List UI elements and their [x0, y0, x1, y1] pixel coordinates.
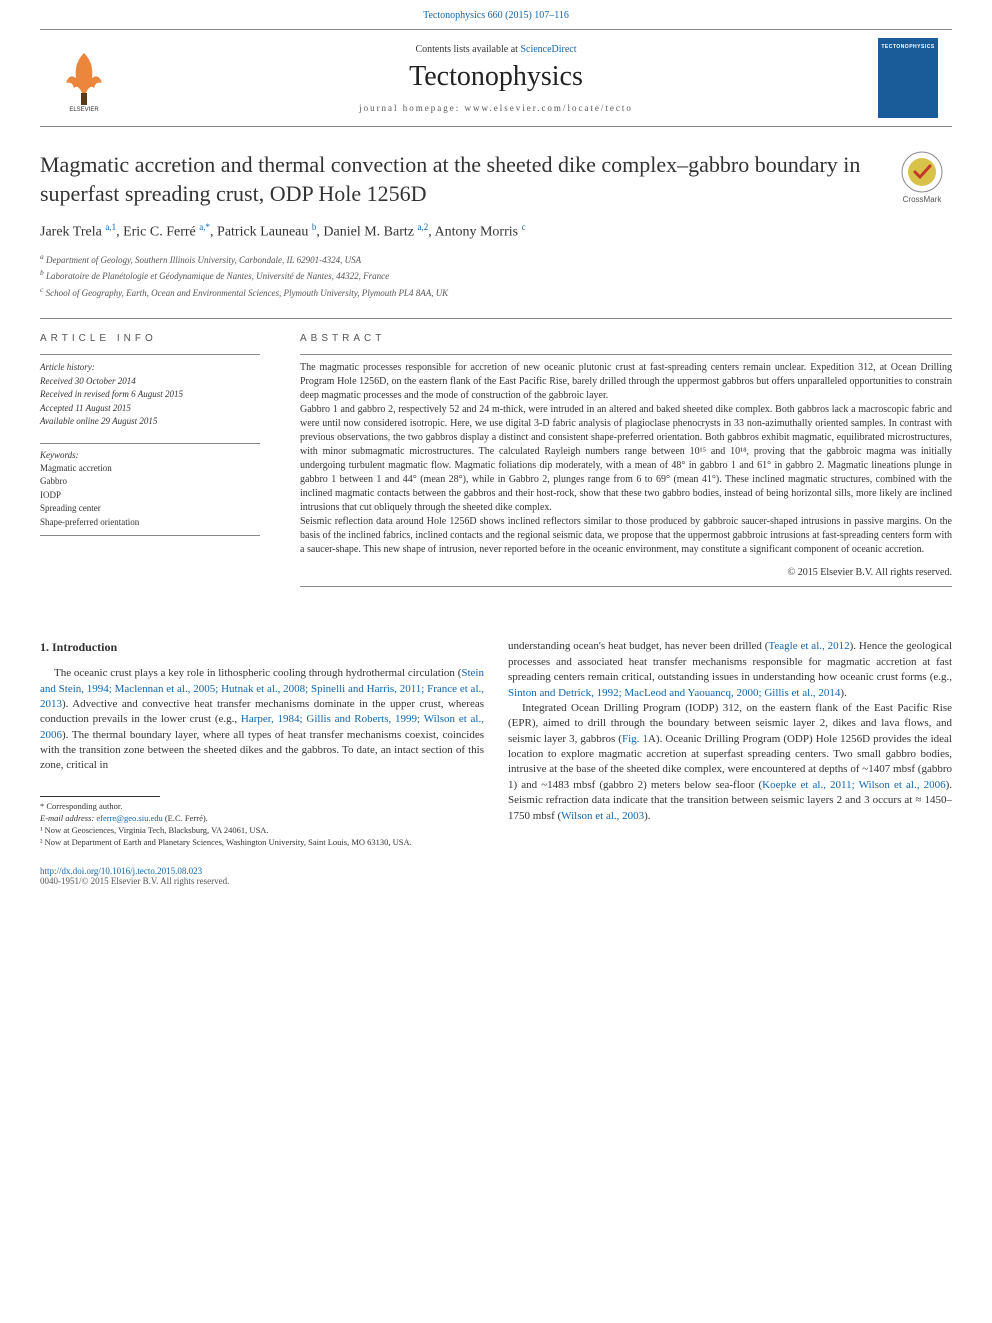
- article-title: Magmatic accretion and thermal convectio…: [40, 151, 892, 208]
- abstract-text: The magmatic processes responsible for a…: [300, 354, 952, 557]
- history-head: Article history:: [40, 361, 260, 375]
- citation-link[interactable]: Sinton and Detrick, 1992; MacLeod and Ya…: [508, 687, 840, 699]
- svg-text:ELSEVIER: ELSEVIER: [69, 107, 99, 113]
- keyword: IODP: [40, 489, 260, 503]
- keyword: Spreading center: [40, 502, 260, 516]
- keywords-head: Keywords:: [40, 450, 260, 460]
- abstract-para: Seismic reflection data around Hole 1256…: [300, 515, 952, 557]
- affiliations: a Department of Geology, Southern Illino…: [40, 251, 952, 301]
- journal-name: Tectonophysics: [114, 61, 878, 93]
- body-col-left: 1. Introduction The oceanic crust plays …: [40, 639, 484, 848]
- crossmark-icon: [901, 151, 943, 193]
- citation-link[interactable]: Wilson et al., 2003: [561, 810, 644, 822]
- article-history: Article history: Received 30 October 201…: [40, 354, 260, 429]
- figure-link[interactable]: Fig. 1: [622, 733, 648, 745]
- footer-left: http://dx.doi.org/10.1016/j.tecto.2015.0…: [40, 866, 229, 886]
- keyword: Magmatic accretion: [40, 462, 260, 476]
- abstract-para: The magmatic processes responsible for a…: [300, 361, 952, 403]
- footnote-corr: * Corresponding author.: [40, 801, 480, 813]
- email-label: E-mail address:: [40, 813, 96, 823]
- history-line: Accepted 11 August 2015: [40, 402, 260, 416]
- affiliation-line: b Laboratoire de Planétologie et Géodyna…: [40, 267, 952, 284]
- email-link[interactable]: eferre@geo.siu.edu: [96, 813, 162, 823]
- journal-header: ELSEVIER Contents lists available at Sci…: [40, 29, 952, 127]
- keywords-list: Magmatic accretionGabbroIODPSpreading ce…: [40, 462, 260, 530]
- contents-prefix: Contents lists available at: [415, 44, 520, 55]
- body-text: ).: [840, 687, 846, 699]
- body-text: understanding ocean's heat budget, has n…: [508, 640, 768, 652]
- body-columns: 1. Introduction The oceanic crust plays …: [0, 613, 992, 848]
- keyword: Gabbro: [40, 475, 260, 489]
- keywords-block: Keywords: Magmatic accretionGabbroIODPSp…: [40, 443, 260, 537]
- body-para: understanding ocean's heat budget, has n…: [508, 639, 952, 701]
- abstract-para: Gabbro 1 and gabbro 2, respectively 52 a…: [300, 403, 952, 515]
- journal-header-center: Contents lists available at ScienceDirec…: [114, 44, 878, 113]
- section-head-intro: 1. Introduction: [40, 639, 484, 656]
- history-line: Available online 29 August 2015: [40, 415, 260, 429]
- authors: Jarek Trela a,1, Eric C. Ferré a,*, Patr…: [40, 222, 952, 241]
- article-info-head: ARTICLE INFO: [40, 333, 260, 344]
- article-frontmatter: Magmatic accretion and thermal convectio…: [0, 127, 992, 613]
- issn-copyright: 0040-1951/© 2015 Elsevier B.V. All right…: [40, 876, 229, 886]
- footnotes: * Corresponding author. E-mail address: …: [40, 801, 480, 849]
- crossmark-badge[interactable]: CrossMark: [892, 151, 952, 204]
- body-para: The oceanic crust plays a key role in li…: [40, 666, 484, 774]
- journal-cover-label: TECTONOPHYSICS: [881, 44, 934, 50]
- body-para: Integrated Ocean Drilling Program (IODP)…: [508, 701, 952, 824]
- article-info-column: ARTICLE INFO Article history: Received 3…: [40, 319, 280, 601]
- issue-citation: Tectonophysics 660 (2015) 107–116: [0, 0, 992, 29]
- footnote-1: ¹ Now at Geosciences, Virginia Tech, Bla…: [40, 825, 480, 837]
- body-text: The oceanic crust plays a key role in li…: [54, 667, 461, 679]
- affiliation-line: c School of Geography, Earth, Ocean and …: [40, 284, 952, 301]
- history-line: Received 30 October 2014: [40, 375, 260, 389]
- body-text: ).: [644, 810, 650, 822]
- footnote-rule: [40, 796, 160, 797]
- elsevier-logo: ELSEVIER: [54, 43, 114, 113]
- doi-link[interactable]: http://dx.doi.org/10.1016/j.tecto.2015.0…: [40, 866, 229, 876]
- abstract-column: ABSTRACT The magmatic processes responsi…: [280, 319, 952, 601]
- body-col-right: understanding ocean's heat budget, has n…: [508, 639, 952, 848]
- citation-link[interactable]: Teagle et al., 2012: [768, 640, 849, 652]
- journal-cover-thumb: TECTONOPHYSICS: [878, 38, 938, 118]
- abstract-copyright: © 2015 Elsevier B.V. All rights reserved…: [300, 567, 952, 578]
- footnote-email: E-mail address: eferre@geo.siu.edu (E.C.…: [40, 813, 480, 825]
- email-who: (E.C. Ferré).: [163, 813, 208, 823]
- body-text: ). The thermal boundary layer, where all…: [40, 729, 484, 772]
- contents-line: Contents lists available at ScienceDirec…: [114, 44, 878, 55]
- footnote-2: ² Now at Department of Earth and Planeta…: [40, 837, 480, 849]
- keyword: Shape-preferred orientation: [40, 516, 260, 530]
- homepage-line: journal homepage: www.elsevier.com/locat…: [114, 103, 878, 113]
- affiliation-line: a Department of Geology, Southern Illino…: [40, 251, 952, 268]
- abstract-head: ABSTRACT: [300, 333, 952, 344]
- sciencedirect-link[interactable]: ScienceDirect: [520, 44, 576, 55]
- citation-link[interactable]: Koepke et al., 2011; Wilson et al., 2006: [762, 779, 945, 791]
- history-line: Received in revised form 6 August 2015: [40, 388, 260, 402]
- crossmark-label: CrossMark: [903, 195, 942, 204]
- page-footer: http://dx.doi.org/10.1016/j.tecto.2015.0…: [0, 848, 992, 896]
